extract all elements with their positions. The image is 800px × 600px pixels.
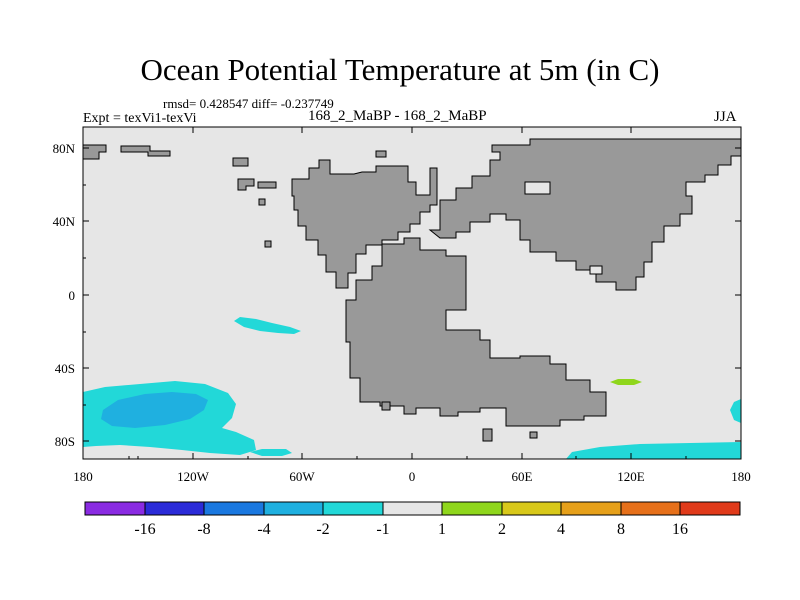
anomaly-cyan-tropical-pacific bbox=[234, 317, 301, 334]
land-island-small-b bbox=[264, 240, 272, 248]
colorbar-swatch-8-16 bbox=[620, 501, 681, 516]
lon-labels: 180 120W 60W 0 60E 120E 180 bbox=[73, 469, 751, 484]
lon-label-180w: 180 bbox=[73, 469, 93, 484]
colorbar-label-m2: -2 bbox=[316, 521, 329, 538]
colorbar bbox=[84, 501, 741, 516]
colorbar-swatch-1-2 bbox=[441, 501, 503, 516]
colorbar-label-4: 4 bbox=[557, 521, 565, 538]
land-island-north-atlantic-b bbox=[257, 181, 277, 189]
anomaly-green-indian-ocean bbox=[610, 379, 642, 385]
land-central-continent bbox=[345, 237, 607, 427]
land-island-north-atlantic-a bbox=[237, 178, 255, 191]
land-east-continent bbox=[428, 138, 742, 291]
lat-label-40n: 40N bbox=[53, 214, 76, 229]
lon-label-120e: 120E bbox=[617, 469, 645, 484]
anomaly-cyan-southern-ocean bbox=[566, 442, 741, 459]
lon-label-0: 0 bbox=[409, 469, 416, 484]
season-label: JJA bbox=[714, 109, 737, 125]
lon-label-60w: 60W bbox=[289, 469, 315, 484]
lon-label-60e: 60E bbox=[512, 469, 533, 484]
lon-label-180e: 180 bbox=[731, 469, 751, 484]
colorbar-label-1: 1 bbox=[438, 521, 446, 538]
colorbar-swatch-gt-16 bbox=[679, 501, 741, 516]
lat-label-80s: 80S bbox=[55, 434, 75, 449]
land-island-greenland-west bbox=[232, 157, 249, 167]
lat-axis bbox=[83, 147, 741, 442]
land-masses bbox=[82, 138, 742, 442]
colorbar-label-m16: -16 bbox=[134, 521, 155, 538]
anomaly-cyan-east-edge bbox=[730, 399, 741, 423]
colorbar-swatch-4-8 bbox=[560, 501, 622, 516]
lakes bbox=[524, 181, 603, 275]
land-island-southeast-b bbox=[529, 431, 538, 439]
lon-axis bbox=[82, 127, 742, 459]
colorbar-label-8: 8 bbox=[617, 521, 625, 538]
anomaly-blue-southwest bbox=[101, 392, 208, 428]
colorbar-labels: -16 -8 -4 -2 -1 1 2 4 8 16 bbox=[134, 521, 688, 538]
colorbar-swatch-2-1 bbox=[322, 501, 384, 516]
lake-north bbox=[524, 181, 551, 195]
colorbar-swatch-16-8 bbox=[144, 501, 205, 516]
colorbar-label-m4: -4 bbox=[257, 521, 270, 538]
anomaly-cyan-south-atlantic-strip bbox=[250, 449, 292, 456]
plot-title: Ocean Potential Temperature at 5m (in C) bbox=[140, 52, 660, 87]
lat-label-0: 0 bbox=[69, 288, 76, 303]
colorbar-label-m8: -8 bbox=[197, 521, 210, 538]
colorbar-swatch-8-4 bbox=[203, 501, 265, 516]
colorbar-label-2: 2 bbox=[498, 521, 506, 538]
anomaly-fields bbox=[83, 317, 741, 459]
colorbar-swatch-lt-16 bbox=[84, 501, 146, 516]
experiment-label: Expt = texVi1-texVi bbox=[83, 111, 197, 126]
land-island-arctic bbox=[375, 150, 387, 158]
land-island-southwest bbox=[381, 401, 391, 411]
colorbar-label-16: 16 bbox=[672, 521, 688, 538]
colorbar-label-m1: -1 bbox=[376, 521, 389, 538]
colorbar-swatch-4-2 bbox=[263, 501, 324, 516]
colorbar-swatch-2-4 bbox=[501, 501, 562, 516]
land-island-southeast-a bbox=[482, 428, 493, 442]
lat-label-80n: 80N bbox=[53, 141, 76, 156]
land-island-small-a bbox=[258, 198, 266, 206]
land-polar-fragment bbox=[120, 145, 171, 157]
lake-east bbox=[589, 265, 603, 275]
subtitle-label: 168_2_MaBP - 168_2_MaBP bbox=[308, 108, 487, 124]
land-west-continent bbox=[291, 159, 438, 289]
lon-label-120w: 120W bbox=[177, 469, 210, 484]
lat-label-40s: 40S bbox=[55, 361, 75, 376]
colorbar-swatch-neutral bbox=[382, 501, 443, 516]
stats-label: rmsd= 0.428547 diff= -0.237749 bbox=[163, 96, 334, 111]
lat-labels: 80N 40N 0 40S 80S bbox=[53, 141, 76, 449]
